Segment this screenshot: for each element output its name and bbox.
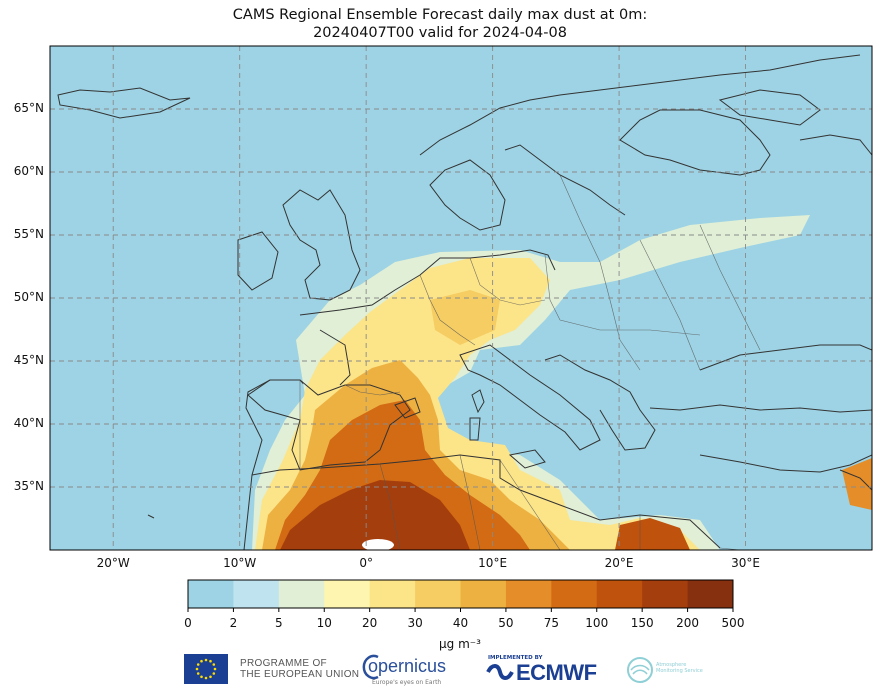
map-frame [49, 45, 873, 551]
colorbar-bin [505, 580, 552, 608]
colorbar-tick-label: 0 [184, 616, 192, 630]
colorbar-tick-label: 40 [452, 616, 469, 630]
lon-label: 10°E [478, 556, 508, 570]
lat-label: 35°N [13, 479, 44, 493]
country-borders [299, 174, 761, 550]
colorbar-tick-label: 100 [585, 616, 609, 630]
eu-star [195, 667, 199, 671]
colorbar-tick-label: 75 [543, 616, 559, 630]
eu-star [200, 675, 203, 679]
eu-text-line2: THE EUROPEAN UNION [240, 669, 360, 680]
eu-star [212, 663, 216, 666]
colorbar-bin [369, 580, 416, 608]
atmosphere-text-line2: Monitoring Service [656, 668, 703, 674]
colorbar-tick-label: 10 [316, 616, 332, 630]
colorbar-bin [188, 580, 234, 608]
colorbar-tick-label: 2 [229, 616, 238, 630]
lon-label: 0° [359, 556, 373, 570]
eu-star [212, 672, 216, 675]
atmosphere-text-line1: Atmosphere [656, 662, 687, 668]
colorbar-bin [278, 580, 325, 608]
lat-label: 55°N [13, 227, 44, 241]
colorbar-tick-label: 5 [275, 616, 283, 630]
eu-stars-icon [195, 658, 217, 680]
colorbar-bin [687, 580, 734, 608]
eu-star [196, 672, 200, 675]
colorbar-unit: µg m⁻³ [439, 637, 481, 651]
colorbar-bin [551, 580, 598, 608]
dust-map [49, 45, 873, 551]
colorbar-bin [642, 580, 689, 608]
atmosphere-service-icon [627, 657, 653, 683]
lat-label: 65°N [13, 101, 44, 115]
lat-label: 40°N [13, 416, 44, 430]
copernicus-logo-text: opernicus [368, 656, 447, 676]
colorbar-bin [460, 580, 507, 608]
colorbar-bin [415, 580, 461, 608]
lon-label: 20°W [96, 556, 130, 570]
colorbar-bin [324, 580, 371, 608]
eu-star [209, 659, 212, 663]
atmosphere-service-text: Atmosphere Monitoring Service [656, 662, 703, 674]
copernicus-subtext: Europe's eyes on Earth [372, 679, 442, 686]
ecmwf-logo-text: ECMWF [516, 660, 597, 685]
colorbar [187, 579, 734, 612]
colorbar-tick-label: 20 [362, 616, 378, 630]
ecmwf-wave-icon [486, 664, 514, 680]
eu-star [209, 675, 212, 679]
dust-plume-eastmed [842, 458, 872, 510]
eu-star [200, 659, 203, 663]
colorbar-tick-label: 150 [630, 616, 654, 630]
ecmwf-implemented-by: IMPLEMENTED BY [488, 655, 543, 661]
copernicus-c-icon [362, 654, 379, 680]
gridlines [50, 46, 872, 550]
map-title-line1: CAMS Regional Ensemble Forecast daily ma… [232, 7, 648, 23]
colorbar-bin [596, 580, 643, 608]
lat-label: 60°N [13, 164, 44, 178]
map-title-line2: 20240407T00 valid for 2024-04-08 [313, 25, 567, 41]
colorbar-tick-label: 50 [498, 616, 514, 630]
dust-plume-extreme [280, 480, 470, 550]
dust-plume-libya [615, 518, 690, 550]
lon-label: 30°E [731, 556, 760, 570]
eu-flag-logo [184, 654, 228, 684]
eu-programme-text: PROGRAMME OF THE EUROPEAN UNION [240, 658, 359, 680]
eu-star [204, 676, 208, 680]
eu-text-line1: PROGRAMME OF [240, 658, 327, 669]
dust-plume-france [430, 290, 500, 345]
eu-star [213, 667, 217, 671]
missing-data-patch [362, 539, 394, 550]
eu-star [204, 658, 208, 662]
coastlines [57, 54, 872, 549]
colorbar-tick-label: 500 [721, 616, 745, 630]
lon-label: 10°W [223, 556, 257, 570]
colorbar-tick-label: 30 [407, 616, 423, 630]
colorbar-tick-label: 200 [676, 616, 700, 630]
lat-label: 50°N [13, 290, 44, 304]
colorbar-bin [233, 580, 280, 608]
lat-label: 45°N [13, 353, 44, 367]
eu-star [196, 663, 200, 666]
lon-label: 20°E [604, 556, 634, 570]
